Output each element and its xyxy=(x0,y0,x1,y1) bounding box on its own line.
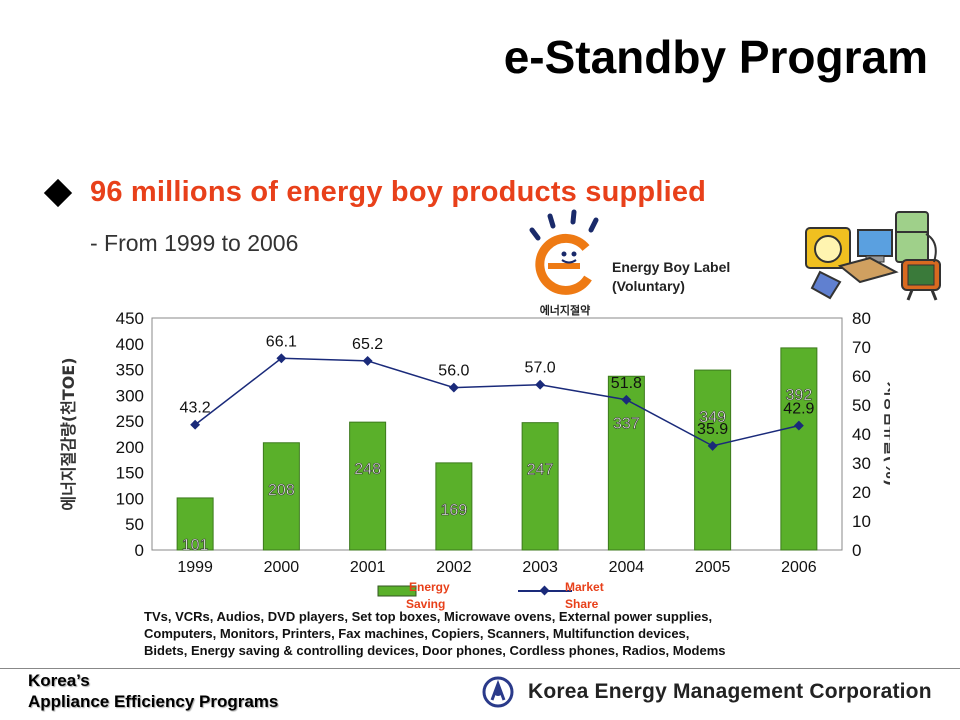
bar-value-label: 101 xyxy=(182,537,209,554)
diamond-bullet-icon xyxy=(43,178,73,207)
logo-caption-line2: (Voluntary) xyxy=(612,278,685,294)
x-tick-label: 2000 xyxy=(264,559,300,576)
bar-energy-saving xyxy=(435,462,473,551)
plot-area xyxy=(151,317,843,551)
bar-value-label: 169 xyxy=(441,502,468,519)
footer-line-1: Korea’s xyxy=(28,671,90,690)
bar-value-label: 337 xyxy=(613,415,640,432)
legend-market-line1: Market xyxy=(565,580,604,594)
bar-energy-saving xyxy=(607,375,645,551)
left-tick-label: 350 xyxy=(116,361,144,380)
right-tick-label: 30 xyxy=(852,454,871,473)
right-tick-label: 80 xyxy=(852,309,871,328)
left-tick-label: 200 xyxy=(116,438,144,457)
right-tick-label: 40 xyxy=(852,425,871,444)
x-tick-label: 1999 xyxy=(177,559,213,576)
x-tick-label: 2005 xyxy=(695,559,731,576)
right-tick-label: 70 xyxy=(852,338,871,357)
left-tick-label: 400 xyxy=(116,335,144,354)
slide-title: e-Standby Program xyxy=(503,31,928,83)
bar-value-label: 247 xyxy=(527,462,554,479)
kemco-logo-icon xyxy=(482,676,514,708)
logo-text: 에너지절약 xyxy=(540,303,591,317)
market-share-point xyxy=(535,379,546,390)
products-list: TVs, VCRs, Audios, DVD players, Set top … xyxy=(144,608,726,659)
headline-row: 96 millions of energy boy products suppl… xyxy=(43,176,707,209)
right-axis-label: 시장점유율(%) xyxy=(882,382,890,486)
bar-value-label: 208 xyxy=(268,482,295,499)
market-share-point xyxy=(793,420,804,431)
left-tick-label: 0 xyxy=(135,541,144,560)
legend-line-marker xyxy=(539,585,550,596)
chart-legend: Energy Saving Market Share xyxy=(377,580,604,611)
energy-saving-chart: 0 50 100 150 200 250 300 350 400 450 0 10 20 30 40 50 6… xyxy=(60,309,890,611)
market-share-label: 57.0 xyxy=(525,360,556,377)
bar-energy-saving xyxy=(262,442,300,551)
bar-value-label: 349 xyxy=(699,409,726,426)
headline: 96 millions of energy boy products suppl… xyxy=(90,176,707,208)
subline: - From 1999 to 2006 xyxy=(90,230,299,256)
right-tick-label: 0 xyxy=(852,541,861,560)
legend-market-line2: Share xyxy=(565,597,599,611)
x-tick-label: 2002 xyxy=(436,559,472,576)
x-tick-label: 2004 xyxy=(609,559,645,576)
left-tick-label: 300 xyxy=(116,386,144,405)
left-tick-label: 250 xyxy=(116,412,144,431)
market-share-label: 65.2 xyxy=(352,336,383,353)
market-share-point xyxy=(707,440,718,451)
left-tick-label: 50 xyxy=(125,515,144,534)
x-tick-label: 2003 xyxy=(522,559,558,576)
bar-value-label: 392 xyxy=(786,387,813,404)
market-share-label: 43.2 xyxy=(180,400,211,417)
bar-value-label: 248 xyxy=(354,461,381,478)
footer-program-title: Korea’s Appliance Efficiency Programs xyxy=(28,670,278,712)
left-tick-label: 450 xyxy=(116,309,144,328)
market-share-label: 42.9 xyxy=(783,401,814,418)
footer-divider xyxy=(0,668,960,669)
bar-energy-saving xyxy=(521,422,559,551)
bar-energy-saving xyxy=(694,369,732,551)
legend-energy-line2: Saving xyxy=(406,597,445,611)
market-share-point xyxy=(621,394,632,405)
market-share-label: 51.8 xyxy=(611,375,642,392)
x-tick-label: 2001 xyxy=(350,559,386,576)
left-axis-label: 에너지절감량(천TOE) xyxy=(60,357,78,510)
left-tick-label: 150 xyxy=(116,464,144,483)
bar-energy-saving xyxy=(176,497,214,551)
kemco-branding: Korea Energy Management Corporation xyxy=(482,676,932,708)
x-tick-label: 2006 xyxy=(781,559,817,576)
market-share-point xyxy=(190,419,201,430)
left-tick-label: 100 xyxy=(116,489,144,508)
org-name: Korea Energy Management Corporation xyxy=(528,680,932,703)
logo-caption-line1: Energy Boy Label xyxy=(612,259,731,275)
bar-energy-saving xyxy=(349,421,387,551)
right-tick-label: 20 xyxy=(852,483,871,502)
products-line-2: Computers, Monitors, Printers, Fax machi… xyxy=(144,626,690,641)
appliances-clipart-icon xyxy=(805,211,941,301)
footer-line-2: Appliance Efficiency Programs xyxy=(28,692,279,711)
market-share-label: 35.9 xyxy=(697,421,728,438)
products-line-1: TVs, VCRs, Audios, DVD players, Set top … xyxy=(144,609,713,624)
right-tick-label: 50 xyxy=(852,396,871,415)
logo-caption: Energy Boy Label (Voluntary) xyxy=(612,258,730,296)
legend-bar-swatch xyxy=(377,585,417,597)
right-tick-label: 10 xyxy=(852,512,871,531)
products-line-3: Bidets, Energy saving & controlling devi… xyxy=(144,643,726,658)
market-share-label: 56.0 xyxy=(438,363,469,380)
legend-energy-line1: Energy xyxy=(409,580,450,594)
market-share-line xyxy=(194,357,800,447)
right-tick-label: 60 xyxy=(852,367,871,386)
energy-boy-logo-icon: 에너지절약 xyxy=(529,209,599,317)
bar-energy-saving xyxy=(780,347,818,551)
market-share-label: 66.1 xyxy=(266,333,297,350)
